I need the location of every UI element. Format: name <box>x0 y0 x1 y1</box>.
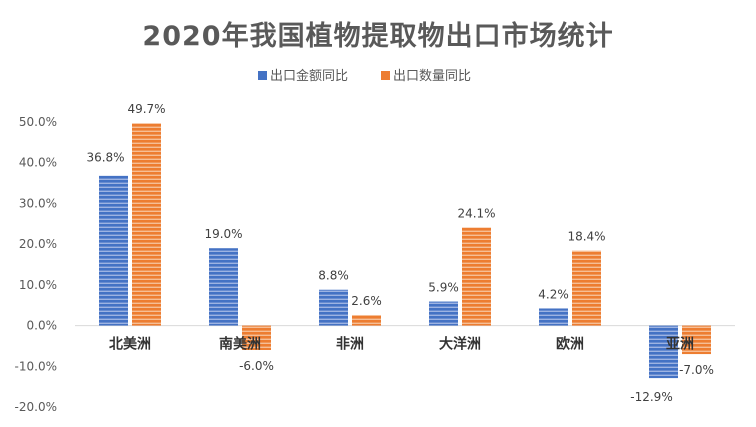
category-label: 欧洲 <box>556 336 584 353</box>
bar-value-2 <box>319 289 348 326</box>
category-label: 非洲 <box>336 336 364 353</box>
data-label: -12.9% <box>630 390 672 404</box>
y-axis: -20.0% -10.0% 0.0% 10.0% 20.0% 30.0% 40.0% 50.0… <box>15 115 735 414</box>
category-label: 大洋洲 <box>439 336 481 353</box>
data-label: 36.8% <box>86 151 124 165</box>
data-label: 18.4% <box>567 230 605 244</box>
bar-quantity-4 <box>572 250 601 326</box>
legend-label-1: 出口数量同比 <box>393 69 471 84</box>
data-label: 4.2% <box>538 287 569 301</box>
y-tick-label: 20.0% <box>19 237 57 251</box>
category-labels: 北美洲 南美洲 非洲 大洋洲 欧洲 亚洲 <box>109 336 694 353</box>
category-label: 南美洲 <box>219 336 261 353</box>
data-label: -7.0% <box>679 363 714 377</box>
y-tick-label: 50.0% <box>19 115 57 129</box>
data-label: 49.7% <box>127 102 165 116</box>
bar-quantity-0 <box>132 123 161 326</box>
bar-value-4 <box>539 308 568 326</box>
data-label: 24.1% <box>457 206 495 220</box>
chart-title: 2020年我国植物提取物出口市场统计 <box>142 20 613 52</box>
data-label: 2.6% <box>351 294 382 308</box>
data-label: 8.8% <box>318 269 349 283</box>
data-labels: 36.8% 49.7% 19.0% -6.0% 8.8%2.6% 5.9% 24.1% 4.2… <box>86 102 713 404</box>
data-label: 19.0% <box>204 227 242 241</box>
bar-value-3 <box>429 301 458 326</box>
y-tick-label: 30.0% <box>19 196 57 210</box>
y-tick-label: 40.0% <box>19 156 57 170</box>
bar-value-0 <box>99 175 128 326</box>
category-label: 亚洲 <box>666 337 694 353</box>
y-tick-label: -10.0% <box>15 359 57 373</box>
chart-legend: 出口金额同比 出口数量同比 <box>258 68 471 84</box>
legend-swatch-0 <box>258 71 267 80</box>
category-label: 北美洲 <box>109 336 151 353</box>
y-tick-label: -20.0% <box>15 400 57 414</box>
bar-quantity-3 <box>462 227 491 326</box>
bar-quantity-1 <box>242 325 271 350</box>
legend-swatch-1 <box>381 71 390 80</box>
legend-label-0: 出口金额同比 <box>270 68 348 84</box>
bar-quantity-5 <box>682 325 711 355</box>
y-tick-label: 0.0% <box>27 319 58 333</box>
bar-value-1 <box>209 248 238 326</box>
data-label: -6.0% <box>239 359 274 373</box>
bars-group <box>99 123 711 379</box>
y-tick-label: 10.0% <box>19 278 57 292</box>
bar-value-5 <box>649 325 678 379</box>
bar-quantity-2 <box>352 314 381 326</box>
data-label: 5.9% <box>428 281 459 295</box>
